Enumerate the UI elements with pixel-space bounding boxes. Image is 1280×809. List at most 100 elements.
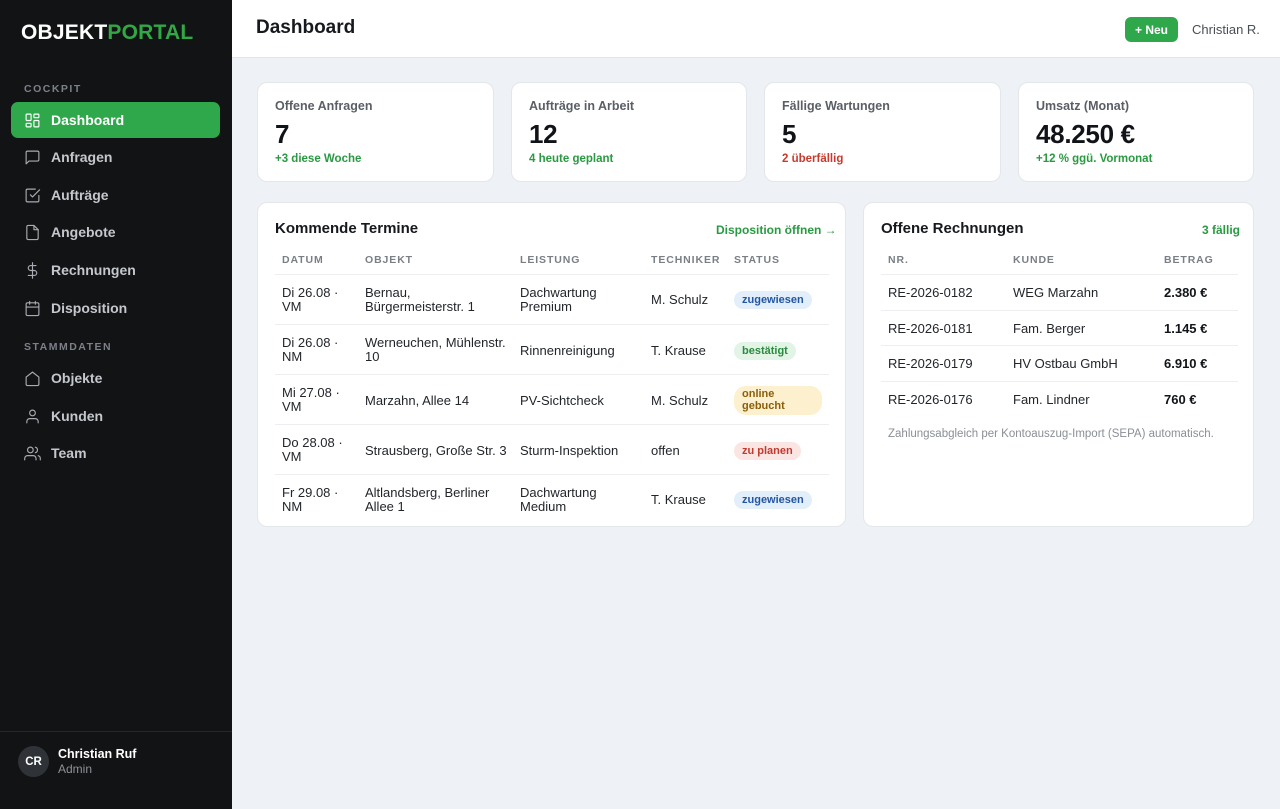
page-title: Dashboard	[256, 17, 356, 38]
status-badge: zu planen	[734, 442, 801, 460]
sidebar-item-angebote[interactable]: Angebote	[11, 214, 220, 250]
table-row[interactable]: RE-2026-0182 WEG Marzahn 2.380 €	[881, 274, 1238, 310]
cell-betrag: 6.910 €	[1164, 356, 1208, 371]
col-header-nr: NR.	[888, 254, 909, 266]
panel-rechnungen: Offene Rechnungen 3 fällig NR. KUNDE BET…	[863, 202, 1254, 527]
user-icon	[23, 407, 41, 425]
cell-nr: RE-2026-0182	[888, 285, 973, 300]
sidebar-item-label: Aufträge	[51, 187, 109, 203]
sidebar-item-label: Dashboard	[51, 112, 125, 128]
panel-termine: Kommende Termine Disposition öffnen → DA…	[257, 202, 846, 527]
cell-kunde: Fam. Lindner	[1013, 392, 1090, 407]
sidebar-user[interactable]: CR Christian Ruf Admin	[0, 731, 232, 809]
cell-techniker: offen	[651, 443, 680, 458]
cell-datum: Di 26.08 · NM	[282, 335, 339, 364]
new-button[interactable]: + Neu	[1125, 17, 1178, 42]
cell-techniker: M. Schulz	[651, 393, 709, 408]
cell-betrag: 1.145 €	[1164, 321, 1208, 336]
sidebar-item-label: Angebote	[51, 224, 116, 240]
kpi-value: 7	[275, 119, 290, 149]
cell-kunde: HV Ostbau GmbH	[1013, 356, 1118, 371]
kpi-sub: +3 diese Woche	[275, 153, 362, 165]
sidebar-item-anfragen[interactable]: Anfragen	[11, 139, 220, 175]
kpi-sub: +12 % ggü. Vormonat	[1036, 153, 1153, 165]
sidebar-item-label: Anfragen	[51, 149, 113, 165]
col-header-techniker: TECHNIKER	[651, 254, 721, 266]
home-icon	[23, 369, 41, 387]
cell-nr: RE-2026-0179	[888, 356, 973, 371]
kpi-card-wartungen[interactable]: Fällige Wartungen 5 2 überfällig	[764, 82, 1001, 182]
kpi-label: Fällige Wartungen	[782, 99, 890, 113]
status-badge: zugewiesen	[734, 291, 812, 309]
panel-title: Offene Rechnungen	[881, 220, 1024, 237]
sidebar-item-dashboard[interactable]: Dashboard	[11, 102, 220, 138]
faellig-link[interactable]: 3 fällig	[1202, 223, 1241, 237]
cell-leistung: Dachwartung Medium	[520, 485, 597, 514]
kpi-card-offene-anfragen[interactable]: Offene Anfragen 7 +3 diese Woche	[257, 82, 494, 182]
cell-betrag: 2.380 €	[1164, 285, 1208, 300]
col-header-datum: DATUM	[282, 254, 324, 266]
sidebar-item-rechnungen[interactable]: Rechnungen	[11, 252, 220, 288]
cell-nr: RE-2026-0181	[888, 321, 973, 336]
disposition-link[interactable]: Disposition öffnen →	[716, 223, 837, 237]
cell-leistung: Rinnenreinigung	[520, 343, 615, 358]
sidebar-item-kunden[interactable]: Kunden	[11, 398, 220, 434]
sidebar-item-auftraege[interactable]: Aufträge	[11, 177, 220, 213]
col-header-status: STATUS	[734, 254, 780, 266]
section-label-stammdaten: STAMMDATEN	[24, 341, 113, 353]
sidebar: OBJEKTPORTAL COCKPIT Dashboard Anfragen …	[0, 0, 232, 809]
document-icon	[23, 223, 41, 241]
header-user-name[interactable]: Christian R.	[1192, 22, 1260, 37]
table-row[interactable]: RE-2026-0181 Fam. Berger 1.145 €	[881, 310, 1238, 346]
col-header-objekt: OBJEKT	[365, 254, 413, 266]
sidebar-item-team[interactable]: Team	[11, 435, 220, 471]
kpi-sub: 2 überfällig	[782, 153, 844, 165]
cell-leistung: PV-Sichtcheck	[520, 393, 604, 408]
brand-logo[interactable]: OBJEKTPORTAL	[21, 21, 193, 45]
table-row[interactable]: Do 28.08 · VM Strausberg, Große Str. 3 St…	[275, 424, 829, 474]
sidebar-item-label: Rechnungen	[51, 262, 136, 278]
cell-techniker: M. Schulz	[651, 292, 709, 307]
table-row[interactable]: Mi 27.08 · VM Marzahn, Allee 14 PV-Sichtc…	[275, 374, 829, 424]
table-row[interactable]: Di 26.08 · VM Bernau, Bürgermeisterstr. 1 …	[275, 274, 829, 324]
sidebar-item-label: Kunden	[51, 408, 104, 424]
dollar-icon	[23, 261, 41, 279]
table-row[interactable]: RE-2026-0179 HV Ostbau GmbH 6.910 €	[881, 345, 1238, 381]
status-badge: bestätigt	[734, 342, 796, 360]
user-role: Admin	[58, 762, 93, 776]
cell-objekt: Strausberg, Große Str. 3	[365, 443, 507, 458]
sidebar-item-label: Disposition	[51, 300, 128, 316]
cell-objekt: Altlandsberg, Berliner Allee 1	[365, 485, 490, 514]
cell-datum: Fr 29.08 · NM	[282, 485, 339, 514]
cell-objekt: Bernau, Bürgermeisterstr. 1	[365, 285, 475, 314]
kpi-label: Offene Anfragen	[275, 99, 373, 113]
cell-techniker: T. Krause	[651, 343, 706, 358]
brand-part-1: OBJEKT	[21, 21, 108, 44]
col-header-kunde: KUNDE	[1013, 254, 1055, 266]
table-row[interactable]: Fr 29.08 · NM Altlandsberg, Berliner Allee…	[275, 474, 829, 524]
kpi-sub: 4 heute geplant	[529, 153, 614, 165]
cell-datum: Di 26.08 · VM	[282, 285, 339, 314]
sidebar-item-objekte[interactable]: Objekte	[11, 360, 220, 396]
cell-nr: RE-2026-0176	[888, 392, 973, 407]
cell-datum: Mi 27.08 · VM	[282, 385, 340, 414]
kpi-card-umsatz[interactable]: Umsatz (Monat) 48.250 € +12 % ggü. Vormo…	[1018, 82, 1254, 182]
chat-icon	[23, 148, 41, 166]
kpi-card-auftraege[interactable]: Aufträge in Arbeit 12 4 heute geplant	[511, 82, 747, 182]
kpi-value: 48.250 €	[1036, 119, 1135, 149]
cell-objekt: Werneuchen, Mühlenstr. 10	[365, 335, 506, 364]
sidebar-item-label: Objekte	[51, 370, 103, 386]
calendar-icon	[23, 299, 41, 317]
table-row[interactable]: Di 26.08 · NM Werneuchen, Mühlenstr. 10 Ri…	[275, 324, 829, 374]
users-icon	[23, 444, 41, 462]
status-badge: zugewiesen	[734, 491, 812, 509]
panel-title: Kommende Termine	[275, 220, 419, 237]
avatar: CR	[18, 746, 49, 777]
sidebar-item-disposition[interactable]: Disposition	[11, 290, 220, 326]
top-header: Dashboard + Neu Christian R.	[232, 0, 1280, 58]
brand-part-2: PORTAL	[107, 21, 194, 44]
cell-leistung: Dachwartung Premium	[520, 285, 597, 314]
col-header-leistung: LEISTUNG	[520, 254, 581, 266]
table-row[interactable]: RE-2026-0176 Fam. Lindner 760 €	[881, 381, 1238, 417]
kpi-value: 12	[529, 119, 558, 149]
